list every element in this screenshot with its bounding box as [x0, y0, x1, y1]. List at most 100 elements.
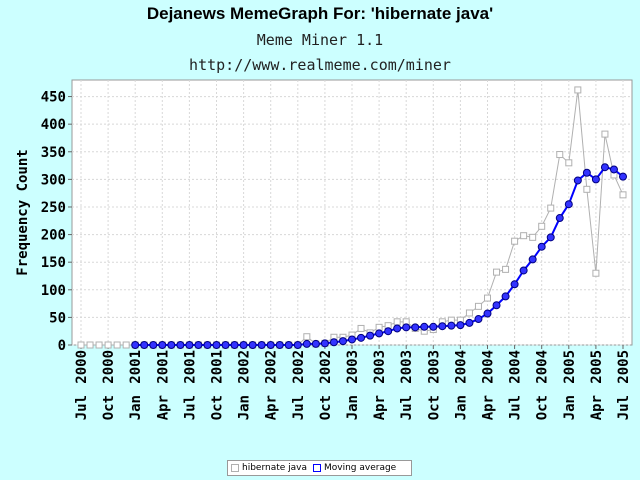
x-tick-label: Oct 2004 — [535, 350, 551, 420]
x-tick-label-year: 2002 — [291, 350, 307, 384]
x-tick-label-year: 2005 — [616, 350, 632, 384]
point-average — [357, 333, 366, 342]
point-raw — [565, 159, 573, 167]
point-average — [194, 341, 203, 349]
point-average — [519, 266, 528, 275]
point-average — [329, 338, 338, 347]
x-tick-label-month: Oct — [426, 395, 442, 420]
point-average — [366, 331, 375, 340]
point-average — [239, 341, 248, 349]
point-average — [375, 329, 384, 338]
point-average — [167, 341, 176, 349]
y-tick-label: 150 — [41, 255, 66, 271]
point-raw — [520, 232, 528, 240]
x-tick-label-year: 2004 — [481, 350, 497, 384]
x-tick-label-year: 2003 — [426, 350, 442, 384]
legend-label-raw: hibernate java — [242, 463, 307, 473]
x-tick-label-year: 2004 — [508, 350, 524, 384]
point-average — [573, 176, 582, 185]
point-average — [402, 323, 411, 332]
chart-subtitle: Meme Miner 1.1 — [256, 31, 384, 49]
point-average — [510, 280, 519, 289]
x-tick-label-year: 2002 — [237, 350, 253, 384]
point-average — [384, 327, 393, 336]
y-tick-label: 200 — [41, 228, 66, 244]
point-average — [501, 292, 510, 301]
x-tick-label-month: Oct — [535, 395, 551, 420]
x-tick-label-year: 2003 — [399, 350, 415, 384]
point-raw — [393, 318, 401, 326]
point-average — [348, 335, 356, 344]
point-raw — [547, 204, 555, 212]
point-average — [600, 163, 609, 172]
point-average — [212, 341, 221, 349]
x-tick-label-month: Apr — [372, 395, 388, 420]
point-average — [185, 341, 194, 349]
point-average — [492, 301, 501, 310]
point-raw — [502, 265, 510, 273]
point-raw — [95, 341, 103, 349]
point-average — [528, 255, 537, 264]
point-raw — [619, 191, 627, 199]
point-raw — [574, 86, 582, 94]
point-raw — [484, 294, 491, 302]
x-tick-label-year: 2003 — [345, 350, 361, 384]
legend-swatch-average — [313, 464, 321, 472]
y-tick-label: 350 — [41, 145, 66, 161]
point-raw — [86, 341, 94, 349]
x-tick-label-year: 2000 — [74, 350, 90, 384]
point-average — [438, 322, 447, 331]
x-tick-label: Oct 2001 — [210, 350, 226, 420]
point-average — [465, 318, 474, 327]
point-average — [546, 233, 555, 242]
point-average — [609, 165, 618, 174]
x-tick-label-year: 2005 — [562, 350, 578, 384]
x-tick-label: Jul 2003 — [399, 350, 415, 420]
x-tick-label: Apr 2001 — [155, 350, 171, 420]
point-raw — [113, 341, 121, 349]
point-average — [140, 341, 149, 349]
point-average — [203, 341, 212, 349]
point-raw — [538, 222, 546, 230]
x-tick-label: Apr 2005 — [589, 350, 605, 420]
point-average — [420, 322, 429, 331]
x-tick-label-year: 2001 — [155, 350, 171, 384]
point-average — [275, 341, 284, 349]
x-tick-label: Apr 2002 — [264, 350, 280, 420]
point-average — [619, 172, 627, 181]
x-tick-label: Apr 2004 — [481, 350, 497, 420]
chart-title: Dejanews MemeGraph For: 'hibernate java' — [146, 4, 494, 23]
point-average — [555, 214, 564, 223]
point-average — [293, 341, 302, 349]
chart-legend: hibernate java Moving average — [227, 460, 412, 476]
point-average — [483, 309, 492, 318]
x-tick-label-month: Apr — [155, 395, 171, 420]
point-raw — [357, 324, 365, 332]
x-tick-label-month: Jul — [74, 395, 90, 420]
point-average — [338, 337, 347, 346]
point-average — [564, 200, 573, 209]
x-tick-label-month: Jan — [237, 395, 253, 420]
point-average — [393, 324, 402, 333]
x-tick-label-year: 2003 — [372, 350, 388, 384]
x-tick-label-month: Apr — [589, 395, 605, 420]
y-tick-label: 250 — [41, 200, 66, 216]
point-average — [582, 168, 591, 177]
x-tick-label-month: Jan — [345, 395, 361, 420]
x-tick-label: Jul 2002 — [291, 350, 307, 420]
x-tick-label-year: 2001 — [210, 350, 226, 384]
x-tick-label-month: Oct — [101, 395, 117, 420]
legend-item-raw: hibernate java — [231, 463, 307, 473]
x-tick-label-year: 2000 — [101, 350, 117, 384]
x-tick-label-year: 2002 — [264, 350, 280, 384]
x-tick-label-month: Jan — [562, 395, 578, 420]
point-raw — [493, 268, 501, 276]
point-raw — [511, 237, 519, 245]
point-average — [429, 322, 438, 331]
x-tick-label-year: 2001 — [128, 350, 144, 384]
point-raw — [592, 269, 600, 277]
point-average — [284, 341, 293, 349]
point-raw — [474, 302, 482, 310]
point-average — [537, 242, 546, 251]
x-tick-label: Jan 2004 — [453, 350, 469, 420]
